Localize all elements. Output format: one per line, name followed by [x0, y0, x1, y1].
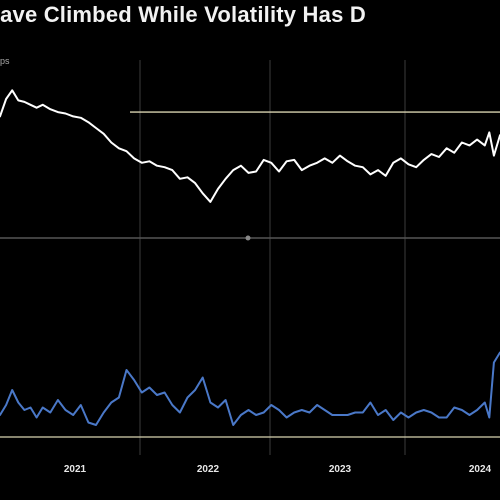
chart-title: Have Climbed While Volatility Has D: [0, 2, 366, 27]
volatility-series-line: [0, 351, 500, 426]
spread-series-line: [0, 89, 500, 203]
reference-lines: [0, 111, 500, 438]
gridlines: [139, 60, 406, 455]
divider-marker: [245, 235, 251, 241]
x-axis-ticks: 2021 2022 2023 2024: [64, 464, 492, 475]
x-tick-label: 2021: [64, 464, 87, 475]
series-lines: [0, 89, 500, 426]
x-tick-label: 2024: [469, 464, 492, 475]
x-tick-label: 2023: [329, 464, 352, 475]
unit-label: ps: [0, 56, 10, 66]
x-tick-label: 2022: [197, 464, 220, 475]
